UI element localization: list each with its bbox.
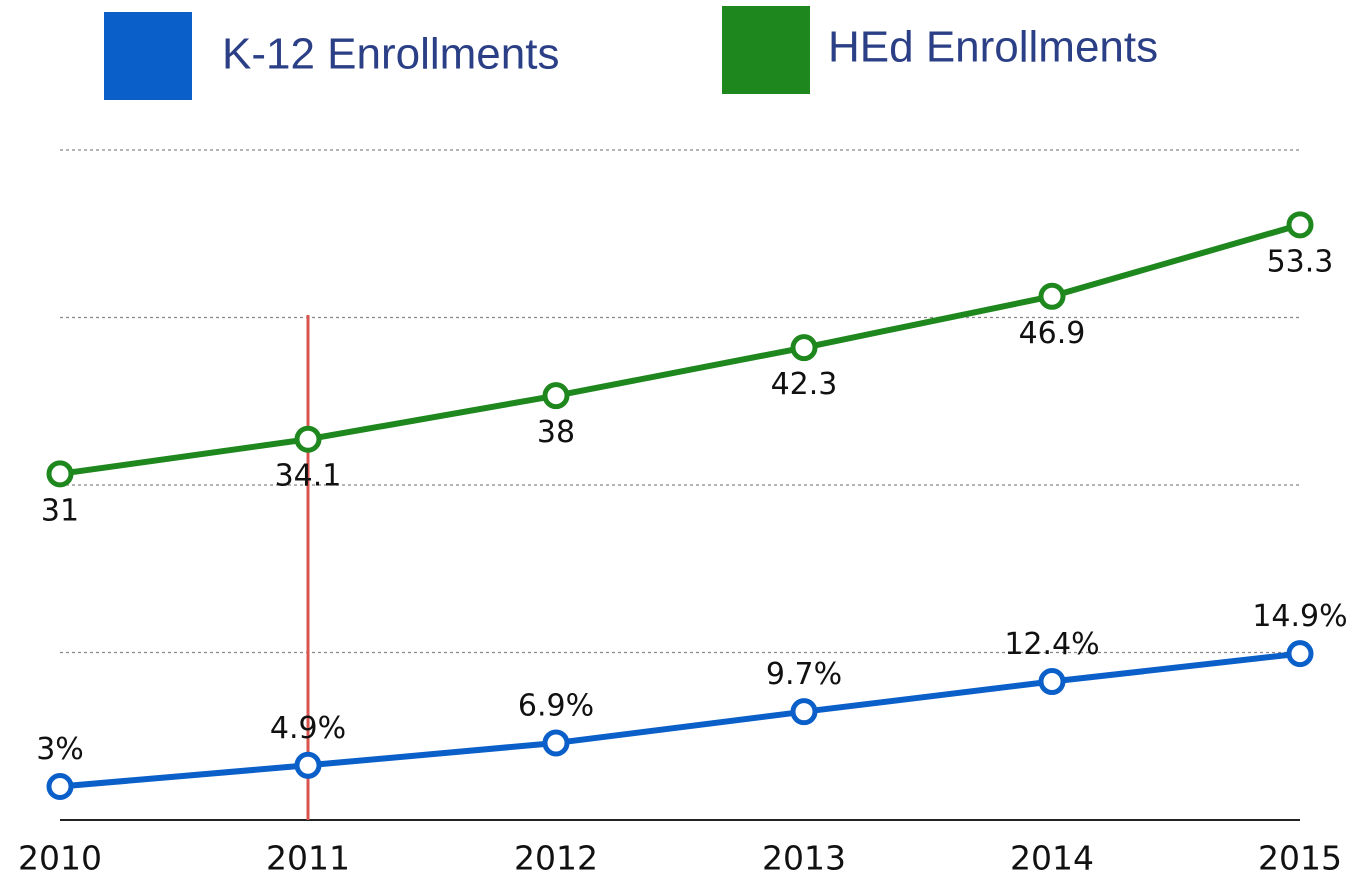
data-label: 4.9%: [270, 711, 346, 746]
point: [790, 698, 818, 726]
point: [790, 334, 818, 362]
data-label: 12.4%: [1004, 627, 1099, 662]
point: [46, 773, 74, 800]
data-label: 38: [537, 415, 575, 450]
point: [294, 751, 322, 779]
data-label: 53.3: [1267, 244, 1334, 279]
x-tick-label: 2012: [514, 839, 598, 878]
data-label: 34.1: [275, 459, 342, 494]
point: [542, 382, 570, 410]
data-label: 6.9%: [518, 688, 594, 723]
x-tick-label: 2013: [762, 839, 846, 878]
x-tick-label: 2015: [1258, 839, 1342, 878]
legend-label: K-12 Enrollments: [222, 30, 559, 79]
legend-label: HEd Enrollments: [828, 23, 1158, 72]
point: [1038, 282, 1066, 310]
data-label: 31: [41, 493, 79, 528]
point: [46, 460, 74, 488]
point: [1286, 640, 1314, 668]
point: [542, 729, 570, 757]
data-label: 14.9%: [1252, 599, 1347, 634]
series-line: [59, 650, 1301, 790]
x-tick-label: 2011: [266, 839, 350, 878]
point: [294, 425, 322, 453]
legend-swatch: [722, 6, 810, 94]
data-label: 9.7%: [766, 657, 842, 692]
data-label: 46.9: [1019, 316, 1086, 351]
legend-swatch: [104, 12, 192, 100]
x-tick-label: 2014: [1010, 839, 1094, 878]
point: [1286, 211, 1314, 239]
point: [1038, 668, 1066, 696]
x-tick-label: 2010: [18, 839, 102, 878]
data-label: 3%: [36, 732, 84, 767]
data-label: 42.3: [771, 367, 838, 402]
series-line: [59, 221, 1301, 477]
